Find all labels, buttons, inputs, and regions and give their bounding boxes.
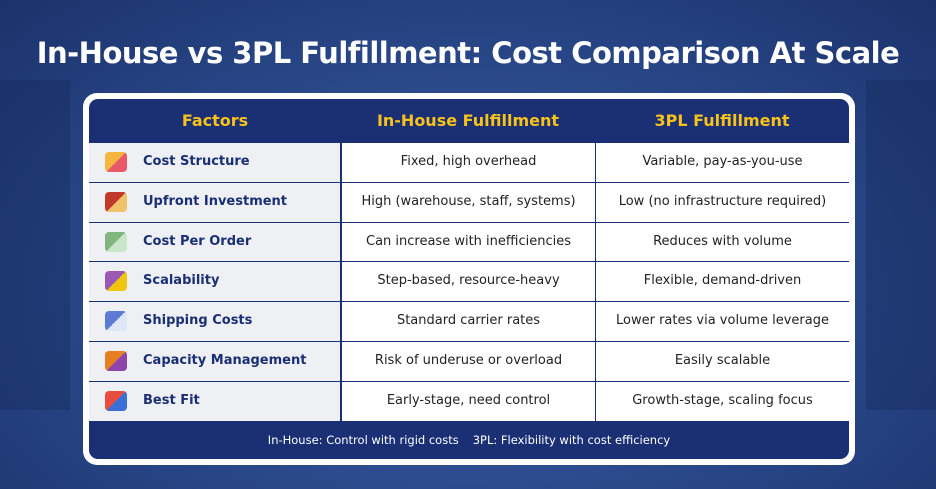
- table-cell: High (warehouse, staff, systems): [342, 182, 595, 222]
- table-cell: Standard carrier rates: [342, 302, 595, 341]
- factor-cell: Best Fit: [89, 381, 340, 421]
- footer: In-House: Control with rigid costs 3PL: F…: [89, 421, 849, 459]
- factor-cell: Upfront Investment: [89, 182, 340, 222]
- factor-icon: [105, 311, 127, 332]
- background-shelf: [866, 80, 936, 410]
- factor-label: Upfront Investment: [143, 193, 288, 209]
- table-cell: Risk of underuse or overload: [342, 342, 595, 381]
- factor-label: Cost Per Order: [143, 233, 252, 249]
- table: In-House: Control with rigid costs 3PL: F…: [89, 99, 849, 459]
- table-cell: Can increase with inefficiencies: [342, 222, 595, 262]
- factor-cell: Scalability: [89, 262, 340, 302]
- factor-label: Capacity Management: [143, 353, 307, 368]
- table-frame: In-House: Control with rigid costs 3PL: F…: [83, 93, 855, 465]
- factor-icon: [105, 390, 127, 411]
- factor-icon: [105, 231, 127, 252]
- title: In-House vs 3PL Fulfillment: Cost Compar…: [36, 36, 900, 70]
- factor-label: Best Fit: [143, 392, 200, 408]
- factor-icon: [105, 191, 127, 212]
- table-cell: Variable, pay-as-you-use: [596, 143, 849, 182]
- factor-cell: Cost Per Order: [89, 222, 340, 262]
- factor-label: Scalability: [143, 273, 220, 289]
- table-cell: Growth-stage, scaling focus: [596, 381, 849, 421]
- factor-cell: Cost Structure: [89, 143, 340, 182]
- footer-note: 3PL: Flexibility with cost efficiency: [472, 433, 671, 447]
- factor-cell: Shipping Costs: [89, 302, 340, 341]
- table-cell: Step-based, resource-heavy: [342, 262, 595, 302]
- footer-note: In-House: Control with rigid costs: [267, 433, 459, 447]
- background-shelf: [0, 80, 70, 410]
- column-header: 3PL Fulfillment: [654, 111, 790, 130]
- table-cell: Reduces with volume: [596, 222, 849, 262]
- table-cell: Easily scalable: [596, 342, 849, 381]
- factor-icon: [105, 152, 127, 172]
- factor-icon: [105, 351, 127, 371]
- column-header: In-House Fulfillment: [376, 111, 560, 130]
- table-cell: Flexible, demand-driven: [596, 262, 849, 302]
- table-cell: Lower rates via volume leverage: [596, 302, 849, 341]
- column-header: Factors: [181, 111, 249, 130]
- table-cell: Low (no infrastructure required): [596, 182, 849, 222]
- table-cell: Early-stage, need control: [342, 381, 595, 421]
- factor-cell: Capacity Management: [89, 342, 340, 381]
- factor-label: Shipping Costs: [143, 313, 253, 329]
- factor-icon: [105, 271, 127, 292]
- factor-label: Cost Structure: [143, 154, 250, 169]
- table-cell: Fixed, high overhead: [342, 143, 595, 182]
